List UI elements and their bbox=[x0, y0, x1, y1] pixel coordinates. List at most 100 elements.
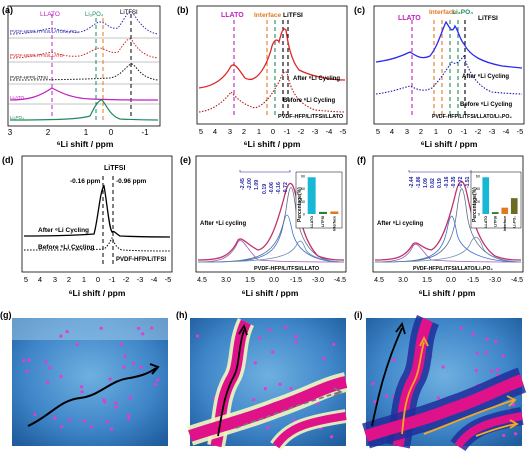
li-ion-dot bbox=[33, 412, 37, 417]
li-ion-dot bbox=[59, 334, 63, 338]
peak-label-litfsi: LiTFSI bbox=[283, 12, 303, 19]
peak-label-litfsi: LiTFSI bbox=[104, 165, 125, 172]
panel-i-svg: (i) bbox=[354, 310, 527, 451]
before-cycling-trace bbox=[375, 54, 523, 95]
li-ion-dot bbox=[253, 361, 257, 365]
panel-f: -2.44 -1.86 1.09 0.82 0.19 -0.16 -0.35 -… bbox=[355, 150, 527, 300]
fit-peak-label: -1.86 bbox=[416, 176, 422, 188]
li-ion-dot bbox=[109, 427, 114, 431]
fit-component bbox=[197, 240, 345, 263]
li-ion-dot bbox=[294, 340, 299, 344]
x-tick: 1 bbox=[82, 275, 86, 284]
x-tick: 5 bbox=[376, 127, 380, 136]
li-ion-dot bbox=[59, 374, 63, 379]
after-cycling-trace bbox=[197, 182, 345, 261]
panel-g-svg: (g) bbox=[0, 310, 168, 446]
li-ion-dot bbox=[322, 356, 326, 361]
trace-a2 bbox=[9, 38, 159, 59]
trace-label: PVDF-HFP/LiTFSI bbox=[10, 75, 48, 80]
sample-label: PVDF-HFP/LiTFSI/LLATO/Li₃PO₄ bbox=[413, 266, 493, 272]
x-tick: 1 bbox=[257, 127, 261, 136]
panel-e: -2.45 -2.00 1.09 0.19 -0.06 -0.16 -0.72 … bbox=[178, 150, 350, 300]
x-tick: 4 bbox=[390, 127, 394, 136]
ion-pathway-arrow bbox=[217, 329, 245, 437]
fit-component bbox=[197, 240, 345, 263]
ion-pathway-arrow bbox=[235, 391, 341, 429]
panel-letter: (e) bbox=[180, 155, 191, 165]
li-ion-dot bbox=[27, 358, 31, 362]
x-tick: 3 bbox=[53, 275, 57, 284]
li-ion-dot bbox=[283, 325, 288, 329]
inset-bar-label: LLATO bbox=[310, 216, 314, 228]
x-tick: 2 bbox=[67, 275, 71, 284]
fit-peak-label: 1.09 bbox=[423, 178, 429, 188]
li-ion-dot bbox=[266, 425, 270, 430]
x-tick: -5 bbox=[165, 275, 172, 284]
inset-ylabel: Percentage(%) bbox=[472, 187, 478, 222]
inset-y-tick: 30 bbox=[301, 200, 305, 204]
bracket bbox=[239, 170, 291, 173]
annotation-after: After ⁶Li Cycling bbox=[293, 76, 340, 82]
x-axis-label: ⁶Li shift / ppm bbox=[57, 139, 114, 149]
panel-letter: (i) bbox=[354, 310, 363, 320]
x-tick: -1 bbox=[109, 275, 116, 284]
peak-label-llato: LLATO bbox=[221, 12, 244, 19]
panel-letter: (g) bbox=[0, 310, 12, 320]
fit-peak-label: -2.45 bbox=[240, 178, 246, 190]
inset-bar-label: LiTFSI bbox=[321, 216, 325, 227]
li-ion-dot bbox=[475, 351, 479, 355]
inset-y-tick: 60 bbox=[476, 175, 480, 179]
fit-peak-label: -0.06 bbox=[269, 182, 275, 194]
annotation-before: Before ⁶Li Cycling bbox=[460, 102, 512, 108]
x-tick: 2 bbox=[46, 128, 51, 137]
x-tick: 1 bbox=[434, 127, 438, 136]
panel-d-frame bbox=[21, 155, 173, 273]
li-ion-dot bbox=[257, 336, 262, 340]
inset-bar bbox=[491, 212, 499, 214]
panel-e-svg: -2.45 -2.00 1.09 0.19 -0.06 -0.16 -0.72 … bbox=[180, 155, 347, 298]
li-ion-dot bbox=[330, 435, 334, 439]
inset-frame bbox=[295, 171, 343, 229]
after-cycling-trace bbox=[375, 20, 523, 69]
li-ion-dot bbox=[294, 334, 298, 339]
x-tick: -3.0 bbox=[312, 277, 324, 284]
bracket bbox=[408, 170, 472, 173]
x-axis-label: ⁶Li shift / ppm bbox=[421, 139, 478, 149]
trace-a4 bbox=[9, 87, 159, 101]
peak-label-li3po4: Li₃PO₄ bbox=[452, 9, 473, 16]
li-ion-dot bbox=[502, 433, 506, 437]
inset-bar-label: Li₃PO₄ bbox=[512, 216, 516, 228]
x-tick: 0 bbox=[271, 127, 275, 136]
inset-bar-chart: Percentage(%) 0 20 40 60 LLATO LiTFSI Interfac… bbox=[470, 171, 522, 231]
li-ion-dot bbox=[67, 418, 72, 422]
arrow-head bbox=[395, 322, 406, 335]
li-ion-dot bbox=[75, 343, 79, 347]
before-cycling-trace bbox=[23, 236, 171, 252]
li-ion-dot bbox=[105, 420, 109, 424]
li-ion-dot bbox=[65, 330, 69, 334]
x-tick: -2 bbox=[475, 127, 482, 136]
x-tick: -3.0 bbox=[489, 277, 501, 284]
li-ion-dot bbox=[80, 390, 84, 394]
after-cycling-trace bbox=[23, 184, 171, 238]
x-tick: 5 bbox=[199, 127, 203, 136]
li-ion-dot bbox=[123, 354, 127, 358]
fit-peak-label: -0.72 bbox=[283, 182, 289, 194]
x-tick: -1 bbox=[141, 128, 149, 137]
ion-pathway-arrow bbox=[371, 327, 403, 427]
x-tick: -2 bbox=[123, 275, 130, 284]
fit-peak-label: -1.51 bbox=[465, 176, 471, 188]
x-tick: -4.5 bbox=[334, 277, 346, 284]
panel-h: (h) bbox=[176, 308, 352, 451]
x-axis-label: ⁶Li shift / ppm bbox=[419, 288, 476, 298]
li-ion-dot bbox=[471, 332, 475, 336]
fit-peak-labels: -2.45 -2.00 1.09 0.19 -0.06 -0.16 -0.72 bbox=[240, 178, 289, 194]
li-ion-dot bbox=[385, 394, 389, 398]
li-ion-dot bbox=[436, 396, 441, 400]
x-tick: -4 bbox=[326, 127, 333, 136]
x-ticks: 4.5 3.0 1.5 0.0 -1.5 -3.0 -4.5 bbox=[374, 277, 523, 284]
trace-a5 bbox=[9, 99, 159, 121]
x-tick: 3 bbox=[405, 127, 409, 136]
sample-label: PVDF-HFP/LiTFSI bbox=[116, 257, 166, 263]
inset-ylabel: Percentage(%) bbox=[297, 187, 303, 222]
